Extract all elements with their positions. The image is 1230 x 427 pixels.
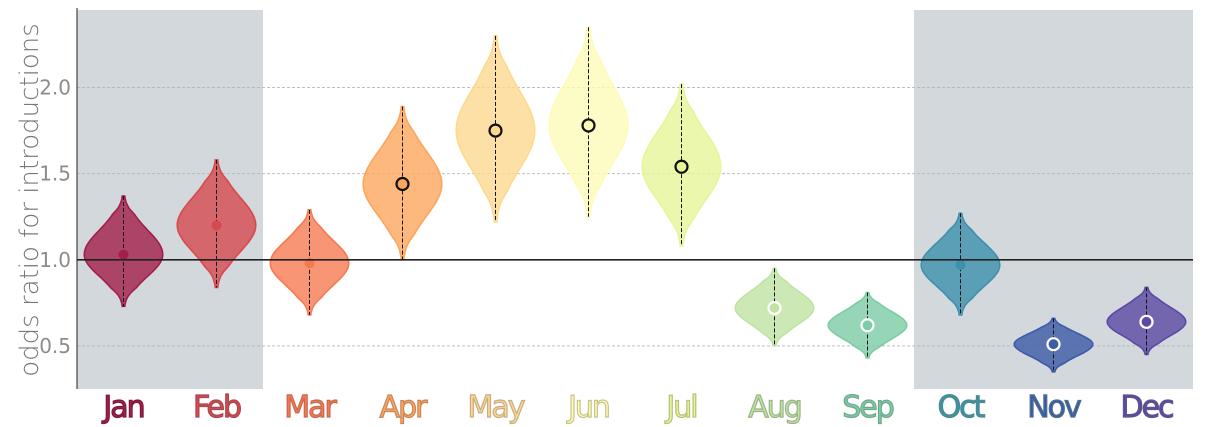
x-tick-label: Jul xyxy=(664,390,696,425)
median-marker xyxy=(488,123,503,138)
median-marker xyxy=(118,249,129,260)
x-tick-label: Sep xyxy=(842,390,894,425)
y-tick-label: 1.0 xyxy=(39,248,71,272)
violin-aug xyxy=(734,267,815,347)
violin-nov xyxy=(1013,317,1094,373)
shaded-month-bands xyxy=(77,10,1193,389)
violin-feb xyxy=(176,159,257,289)
x-tick-label: Jun xyxy=(566,390,609,425)
y-axis-label: odds ratio for introductions xyxy=(15,23,45,377)
x-tick-label: Oct xyxy=(938,390,986,425)
x-tick-label: Aug xyxy=(748,390,801,425)
violin-jun xyxy=(548,26,629,218)
violin-jan xyxy=(83,195,164,308)
median-marker xyxy=(860,318,875,333)
y-gridlines xyxy=(77,87,1193,347)
y-tick-label: 0.5 xyxy=(39,334,71,358)
x-tick-labels: Jan Feb Mar Apr May Jun Jul Aug Sep Oct Nov Dec xyxy=(101,389,1176,425)
x-tick-label: Nov xyxy=(1027,390,1081,425)
violin-mar xyxy=(269,209,350,316)
violins xyxy=(83,26,1187,373)
violin-dec xyxy=(1106,286,1187,356)
violin-apr xyxy=(362,105,443,261)
violin-oct xyxy=(920,212,1001,316)
median-marker xyxy=(211,220,222,231)
violin-jul xyxy=(641,83,722,247)
x-tick-label: Feb xyxy=(193,390,241,425)
axes xyxy=(76,8,1193,389)
x-tick-label: Apr xyxy=(380,390,429,425)
y-tick-labels: 0.5 1.0 1.5 2.0 xyxy=(39,76,71,358)
median-marker xyxy=(767,300,782,316)
median-marker xyxy=(304,258,315,269)
x-tick-label: Mar xyxy=(284,390,337,425)
median-marker xyxy=(581,118,596,133)
x-tick-label: Dec xyxy=(1120,390,1173,425)
median-marker xyxy=(674,159,689,174)
violin-may xyxy=(455,35,536,223)
y-tick-label: 1.5 xyxy=(39,162,71,186)
y-tick-label: 2.0 xyxy=(39,76,71,100)
median-marker xyxy=(955,259,966,270)
violin-sep xyxy=(827,291,908,359)
x-tick-label: Jan xyxy=(101,390,143,425)
median-marker xyxy=(395,176,410,192)
x-tick-label: May xyxy=(467,390,524,425)
median-marker xyxy=(1046,337,1061,352)
median-marker xyxy=(1139,314,1154,329)
